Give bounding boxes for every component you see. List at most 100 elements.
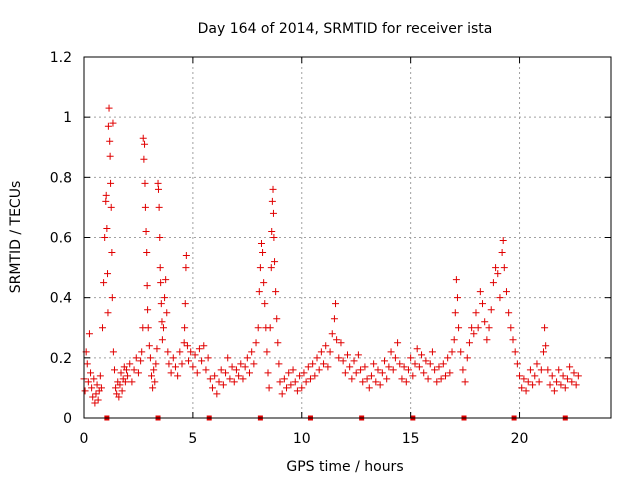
- data-point: [96, 372, 104, 380]
- data-point: [193, 369, 201, 377]
- y-tick-label: 0: [63, 411, 72, 427]
- data-point: [139, 134, 147, 142]
- data-point: [259, 249, 267, 257]
- data-point: [94, 396, 102, 404]
- data-point: [378, 369, 386, 377]
- data-point: [494, 270, 502, 278]
- data-point: [187, 348, 195, 356]
- data-point: [92, 390, 100, 398]
- data-point: [181, 324, 189, 332]
- data-point: [280, 375, 288, 383]
- data-point: [81, 387, 89, 395]
- data-point: [363, 375, 371, 383]
- data-point: [465, 339, 473, 347]
- data-point: [248, 348, 256, 356]
- data-point: [181, 300, 189, 308]
- data-point: [157, 279, 165, 287]
- data-point: [110, 366, 118, 374]
- data-point: [118, 387, 126, 395]
- data-point: [104, 270, 112, 278]
- data-point: [420, 369, 428, 377]
- data-point: [287, 381, 295, 389]
- data-point: [424, 375, 432, 383]
- y-axis-label: SRMTID / TECUs: [8, 181, 24, 294]
- data-point: [99, 324, 107, 332]
- data-point: [372, 378, 380, 386]
- data-point: [539, 348, 547, 356]
- data-point: [219, 381, 227, 389]
- data-point: [398, 375, 406, 383]
- data-point: [183, 342, 191, 350]
- data-point: [572, 381, 580, 389]
- data-point: [574, 372, 582, 380]
- data-point: [522, 387, 530, 395]
- data-point: [389, 366, 397, 374]
- data-point: [346, 363, 354, 371]
- data-point: [264, 369, 272, 377]
- data-point: [200, 342, 208, 350]
- data-point: [452, 276, 460, 284]
- data-point: [109, 119, 117, 127]
- data-point: [283, 384, 291, 392]
- data-point: [561, 384, 569, 392]
- data-point: [376, 381, 384, 389]
- data-point: [428, 348, 436, 356]
- data-point: [383, 375, 391, 383]
- data-point: [433, 378, 441, 386]
- data-point: [169, 354, 177, 362]
- data-point: [185, 357, 193, 365]
- data-point: [326, 348, 334, 356]
- data-point: [483, 336, 491, 344]
- data-point: [150, 366, 158, 374]
- y-tick-label: 0.8: [50, 170, 72, 186]
- data-point: [144, 324, 152, 332]
- data-point: [109, 348, 117, 356]
- data-point: [158, 318, 166, 326]
- data-point: [365, 384, 373, 392]
- data-point: [204, 354, 212, 362]
- data-point: [535, 378, 543, 386]
- data-point: [102, 197, 110, 205]
- data-point: [415, 363, 423, 371]
- data-point: [498, 249, 506, 257]
- data-point: [507, 324, 515, 332]
- data-point: [298, 384, 306, 392]
- data-point: [100, 279, 108, 287]
- data-point: [252, 339, 260, 347]
- data-point: [544, 366, 552, 374]
- data-point: [367, 372, 375, 380]
- data-point: [479, 300, 487, 308]
- data-point: [115, 393, 123, 401]
- data-point: [126, 360, 134, 368]
- data-point: [509, 336, 517, 344]
- data-point: [141, 140, 149, 148]
- data-point: [476, 288, 484, 296]
- data-point: [474, 324, 482, 332]
- data-point: [463, 354, 471, 362]
- data-point: [324, 363, 332, 371]
- data-point: [339, 357, 347, 365]
- data-point: [335, 354, 343, 362]
- data-point: [400, 363, 408, 371]
- data-point: [101, 234, 109, 241]
- data-point: [97, 384, 105, 392]
- data-point: [143, 249, 151, 257]
- data-point: [178, 360, 186, 368]
- data-point: [278, 390, 286, 398]
- data-point: [566, 363, 574, 371]
- data-point: [195, 345, 203, 353]
- data-point: [413, 345, 421, 353]
- data-point: [502, 288, 510, 296]
- data-point: [222, 369, 230, 377]
- data-point: [468, 324, 476, 332]
- data-point: [153, 345, 161, 353]
- data-point: [311, 372, 319, 380]
- y-tick-label: 1: [63, 110, 72, 126]
- data-point: [289, 366, 297, 374]
- data-point: [511, 348, 519, 356]
- data-point: [402, 378, 410, 386]
- data-point: [154, 179, 162, 187]
- data-point: [489, 279, 497, 287]
- data-point: [496, 294, 504, 302]
- data-point: [159, 324, 167, 332]
